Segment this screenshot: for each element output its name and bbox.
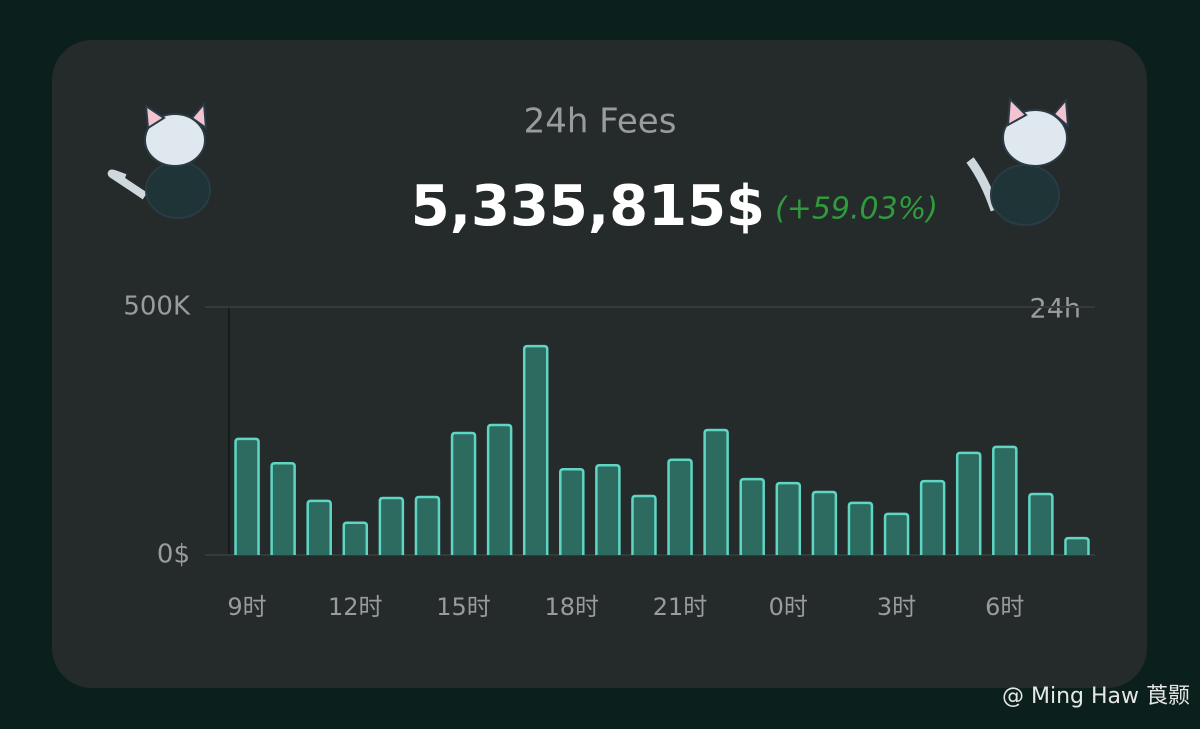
- y-tick-label: 0$: [157, 540, 190, 570]
- bar: [1028, 492, 1054, 555]
- total-value: 5,335,815$: [411, 174, 765, 239]
- bar: [919, 479, 946, 555]
- bar: [847, 501, 874, 555]
- bar: [486, 423, 513, 555]
- bar: [595, 463, 621, 555]
- bar: [522, 344, 549, 555]
- bar: [450, 431, 477, 555]
- x-tick-label: 12时: [328, 593, 383, 621]
- x-tick-label: 21时: [653, 593, 708, 621]
- bar: [811, 490, 838, 555]
- bar: [342, 521, 369, 555]
- bar: [378, 496, 405, 555]
- cat-left: [107, 101, 211, 219]
- bar: [667, 458, 693, 555]
- x-tick-label: 0时: [769, 593, 808, 621]
- x-tick-label: 3时: [877, 593, 916, 621]
- bar: [234, 437, 260, 555]
- watermark: @ Ming Haw 莨颢: [1002, 684, 1190, 709]
- bar: [883, 512, 910, 555]
- bar: [414, 495, 441, 555]
- bar: [992, 445, 1018, 555]
- period-label: 24h: [1030, 294, 1081, 325]
- bar: [306, 499, 332, 555]
- chart-title: 24h Fees: [524, 102, 677, 142]
- change-percent: (+59.03%): [775, 192, 938, 227]
- x-tick-label: 15时: [436, 593, 491, 621]
- bar: [631, 494, 657, 555]
- bar: [270, 461, 296, 555]
- x-tick-label: 18时: [545, 593, 600, 621]
- x-tick-label: 6时: [985, 593, 1024, 621]
- bar: [1064, 536, 1090, 555]
- cat-right: [966, 96, 1070, 226]
- bar: [703, 428, 729, 555]
- bar: [955, 451, 982, 555]
- bar: [775, 481, 802, 555]
- x-tick-label: 9时: [227, 593, 266, 621]
- bar: [739, 477, 765, 555]
- bar: [559, 467, 585, 555]
- y-tick-label: 500K: [123, 292, 191, 322]
